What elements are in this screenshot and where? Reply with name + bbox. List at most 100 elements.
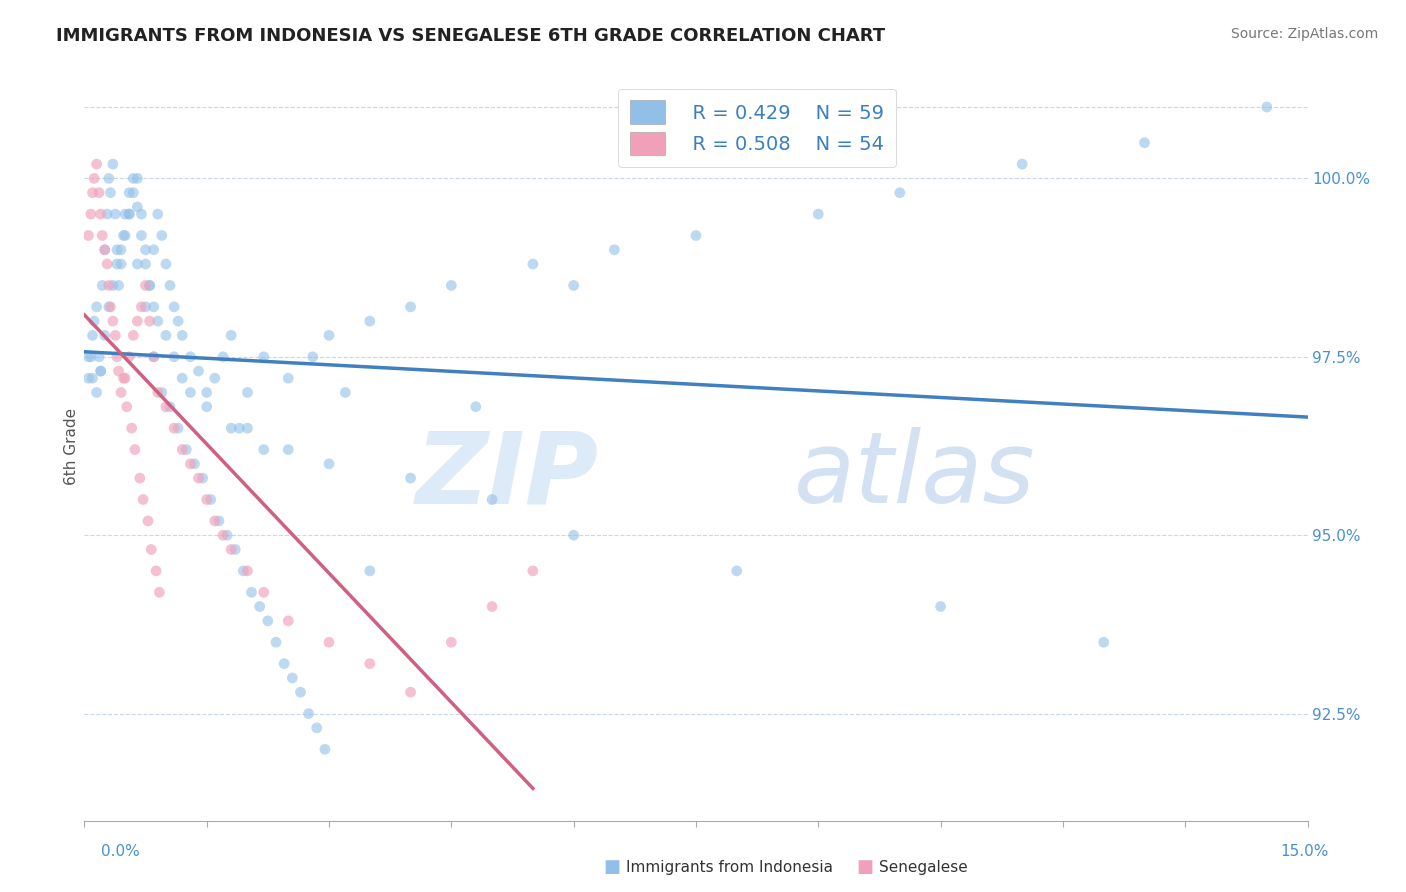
Point xyxy=(86,385,108,400)
Point xyxy=(136,514,159,528)
Point xyxy=(86,157,108,171)
Point xyxy=(179,350,201,364)
Point xyxy=(200,492,222,507)
Point xyxy=(80,350,103,364)
Point xyxy=(90,364,112,378)
Point xyxy=(107,278,129,293)
Text: atlas: atlas xyxy=(794,427,1035,524)
Point xyxy=(83,171,105,186)
Point xyxy=(118,186,141,200)
Point xyxy=(163,300,186,314)
Point xyxy=(399,471,422,485)
Point xyxy=(481,599,503,614)
Text: Source: ZipAtlas.com: Source: ZipAtlas.com xyxy=(1230,27,1378,41)
Point xyxy=(807,207,830,221)
Point xyxy=(318,328,340,343)
Point xyxy=(305,721,328,735)
Point xyxy=(122,171,145,186)
Point xyxy=(277,614,299,628)
Text: ZIP: ZIP xyxy=(415,427,598,524)
Point xyxy=(264,635,287,649)
Point xyxy=(1011,157,1033,171)
Point xyxy=(163,350,186,364)
Point xyxy=(142,350,165,364)
Point xyxy=(228,421,250,435)
Point xyxy=(167,421,190,435)
Point xyxy=(138,278,160,293)
Point xyxy=(80,207,103,221)
Point xyxy=(101,314,124,328)
Point xyxy=(142,243,165,257)
Point xyxy=(217,528,239,542)
Text: ■: ■ xyxy=(603,858,620,876)
Point xyxy=(105,243,128,257)
Text: Senegalese: Senegalese xyxy=(879,860,967,874)
Point xyxy=(195,492,218,507)
Point xyxy=(562,278,585,293)
Point xyxy=(132,492,155,507)
Point xyxy=(155,328,177,343)
Point xyxy=(105,350,128,364)
Point xyxy=(335,385,357,400)
Point xyxy=(131,228,153,243)
Point xyxy=(318,457,340,471)
Point xyxy=(219,328,242,343)
Point xyxy=(128,471,150,485)
Point xyxy=(118,207,141,221)
Point xyxy=(131,300,153,314)
Point xyxy=(249,599,271,614)
Point xyxy=(359,314,381,328)
Point xyxy=(155,400,177,414)
Point xyxy=(318,635,340,649)
Point xyxy=(110,385,132,400)
Point xyxy=(110,243,132,257)
Point xyxy=(172,328,194,343)
Point xyxy=(87,350,110,364)
Point xyxy=(212,528,235,542)
Point xyxy=(131,207,153,221)
Point xyxy=(399,300,422,314)
Point xyxy=(219,421,242,435)
Point xyxy=(135,257,157,271)
Point xyxy=(77,371,100,385)
Text: ■: ■ xyxy=(856,858,873,876)
Point xyxy=(150,228,173,243)
Text: IMMIGRANTS FROM INDONESIA VS SENEGALESE 6TH GRADE CORRELATION CHART: IMMIGRANTS FROM INDONESIA VS SENEGALESE … xyxy=(56,27,886,45)
Point xyxy=(93,243,115,257)
Point xyxy=(91,228,114,243)
Point xyxy=(725,564,748,578)
Point xyxy=(929,599,952,614)
Point xyxy=(135,278,157,293)
Point xyxy=(146,314,169,328)
Point xyxy=(562,528,585,542)
Point xyxy=(253,350,276,364)
Point xyxy=(82,371,104,385)
Point xyxy=(97,300,120,314)
Point xyxy=(114,207,136,221)
Point xyxy=(187,364,209,378)
Point xyxy=(359,657,381,671)
Point xyxy=(104,207,127,221)
Point xyxy=(110,257,132,271)
Point xyxy=(83,314,105,328)
Point xyxy=(146,207,169,221)
Point xyxy=(889,186,911,200)
Point xyxy=(1256,100,1278,114)
Point xyxy=(105,257,128,271)
Point xyxy=(195,385,218,400)
Point xyxy=(685,228,707,243)
Point xyxy=(298,706,321,721)
Text: Immigrants from Indonesia: Immigrants from Indonesia xyxy=(626,860,832,874)
Point xyxy=(481,492,503,507)
Point xyxy=(93,328,115,343)
Point xyxy=(96,207,118,221)
Point xyxy=(121,421,143,435)
Point xyxy=(204,514,226,528)
Point xyxy=(122,186,145,200)
Point xyxy=(522,564,544,578)
Point xyxy=(87,186,110,200)
Point xyxy=(174,442,197,457)
Point xyxy=(148,585,170,599)
Point xyxy=(191,471,214,485)
Point xyxy=(96,257,118,271)
